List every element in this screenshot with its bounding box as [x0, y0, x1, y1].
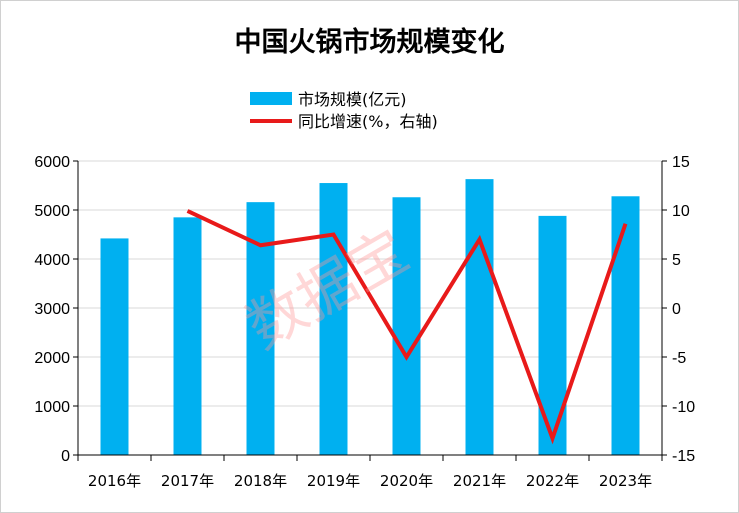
- bar-series: [100, 179, 640, 456]
- chart-title: 中国火锅市场规模变化: [234, 27, 505, 58]
- y-right-tick-label: 0: [672, 301, 681, 318]
- x-tick-label: 2023年: [599, 472, 652, 490]
- bar: [465, 179, 494, 455]
- y-left-tick-label: 6000: [34, 154, 70, 171]
- legend-line-label: 同比增速(%，右轴): [298, 112, 438, 131]
- x-tick-label: 2019年: [307, 472, 360, 490]
- x-tick-label: 2021年: [453, 472, 506, 490]
- bar: [173, 217, 202, 455]
- y-left-tick-label: 2000: [34, 350, 70, 367]
- y-right-tick-label: 5: [672, 252, 681, 269]
- x-tick-label: 2020年: [380, 472, 433, 490]
- x-tick-label: 2018年: [234, 472, 287, 490]
- y-right-tick-label: -5: [672, 350, 686, 367]
- y-left-tick-label: 1000: [34, 399, 70, 416]
- y-left-tick-label: 5000: [34, 203, 70, 220]
- legend-bar-label: 市场规模(亿元): [298, 90, 407, 109]
- y-left-tick-label: 4000: [34, 252, 70, 269]
- y-left-tick-label: 3000: [34, 301, 70, 318]
- y-right-tick-label: -10: [672, 399, 695, 416]
- y-right-tick-label: -15: [672, 448, 695, 465]
- gridlines: [78, 160, 662, 456]
- y-left-tick-label: 0: [61, 448, 70, 465]
- x-tick-label: 2017年: [161, 472, 214, 490]
- y-right-tick-label: 10: [672, 203, 690, 220]
- axes: 0 1000 2000 3000 4000 5000 6000 -15 -10 -5 0 5 10 15 2…: [34, 154, 695, 490]
- x-tick-label: 2022年: [526, 472, 579, 490]
- bar: [611, 196, 640, 455]
- bar: [319, 183, 348, 456]
- bar: [392, 197, 421, 455]
- x-tick-label: 2016年: [88, 472, 141, 490]
- bar: [538, 215, 567, 455]
- bar: [100, 238, 129, 455]
- legend-bar-swatch: [250, 92, 292, 105]
- legend: 市场规模(亿元) 同比增速(%，右轴): [250, 90, 438, 131]
- line-series: [186, 209, 628, 445]
- y-right-tick-label: 15: [672, 154, 690, 171]
